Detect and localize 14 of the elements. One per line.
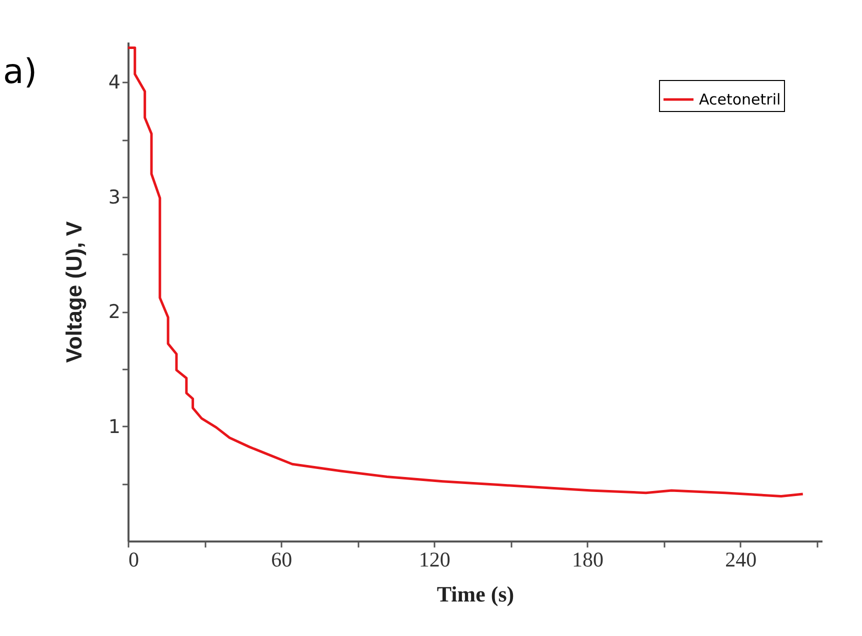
y-tick-label: 4 bbox=[108, 72, 120, 94]
x-tick-label: 60 bbox=[271, 548, 292, 572]
x-tick-label: 120 bbox=[418, 548, 450, 572]
x-tick-label: 0 bbox=[128, 548, 139, 572]
y-tick-label: 3 bbox=[108, 186, 120, 208]
line-series bbox=[126, 46, 804, 498]
x-axis-title: Time (s) bbox=[436, 582, 514, 606]
y-tick-label: 1 bbox=[108, 416, 120, 438]
x-tick-label: 180 bbox=[572, 548, 604, 572]
legend-label: Acetonetril bbox=[699, 90, 781, 108]
x-tick-label: 240 bbox=[725, 548, 757, 572]
y-axis-title: Voltage (U), V bbox=[61, 220, 86, 363]
y-tick-label: 2 bbox=[108, 301, 120, 324]
chart-title: a) bbox=[3, 52, 38, 92]
